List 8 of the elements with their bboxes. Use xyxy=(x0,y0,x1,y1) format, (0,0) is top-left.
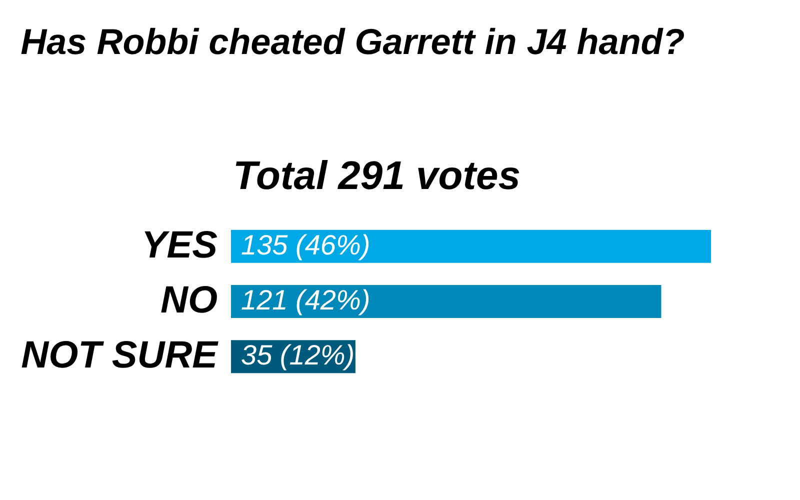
y-tick-label: YES xyxy=(141,224,218,266)
y-tick-label: NOT SURE xyxy=(21,334,220,377)
data-label: 121 (42%) xyxy=(241,284,370,316)
y-tick-label: NO xyxy=(160,280,218,322)
data-label: 35 (12%) xyxy=(241,340,355,371)
chart-title: Has Robbi cheated Garrett in J4 hand? xyxy=(20,21,685,62)
chart-subtitle: Total 291 votes xyxy=(233,154,521,198)
data-label: 135 (46%) xyxy=(241,229,370,260)
